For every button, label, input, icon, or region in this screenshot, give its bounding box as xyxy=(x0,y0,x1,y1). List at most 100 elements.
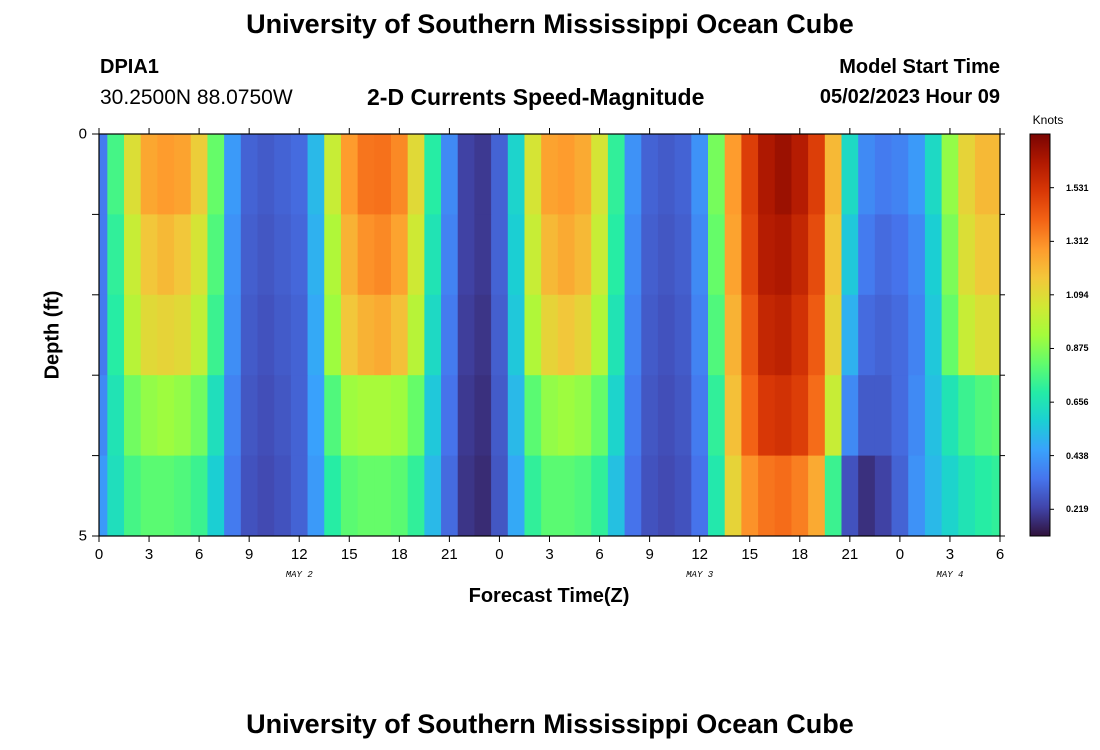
heatmap-cell xyxy=(190,375,208,456)
heatmap-cell xyxy=(641,214,659,296)
heatmap-cell xyxy=(307,375,325,456)
heatmap-cell xyxy=(824,375,842,456)
heatmap-cell xyxy=(607,455,625,537)
heatmap-cell xyxy=(908,294,926,376)
heatmap-cell xyxy=(641,134,659,215)
heatmap-cell xyxy=(290,294,308,376)
x-tick-label: 0 xyxy=(895,546,905,563)
x-tick-label: 6 xyxy=(194,546,204,563)
heatmap-cell xyxy=(99,375,108,456)
heatmap-cell xyxy=(741,375,759,456)
heatmap-cell xyxy=(157,294,175,376)
heatmap-cell xyxy=(891,375,909,456)
heatmap-cell xyxy=(290,134,308,215)
heatmap-cell xyxy=(424,214,442,296)
heatmap-cell xyxy=(357,134,375,215)
heatmap-cell xyxy=(941,214,959,296)
heatmap-cell xyxy=(774,294,792,376)
heatmap-cell xyxy=(674,375,692,456)
heatmap-cell xyxy=(290,214,308,296)
heatmap-cell xyxy=(874,294,892,376)
heatmap-cell xyxy=(457,134,475,215)
heatmap-cell xyxy=(724,455,742,537)
heatmap-cell xyxy=(274,375,292,456)
heatmap-cell xyxy=(874,375,892,456)
heatmap-cell xyxy=(340,134,359,215)
day-label: MAY 3 xyxy=(686,570,714,580)
x-tick-label: 18 xyxy=(791,546,809,563)
y-tick-label: 0 xyxy=(78,125,87,143)
heatmap-cells xyxy=(99,134,1001,537)
heatmap-cell xyxy=(407,294,425,376)
heatmap-cell xyxy=(891,214,909,296)
heatmap-cell xyxy=(441,455,459,537)
heatmap-cell xyxy=(641,294,659,376)
axis-ticks xyxy=(92,128,1005,542)
heatmap-cell xyxy=(891,455,909,537)
heatmap-cell xyxy=(591,294,609,376)
heatmap-cell xyxy=(240,134,258,215)
heatmap-cell xyxy=(824,134,842,215)
heatmap-cell xyxy=(841,294,859,376)
heatmap-cell xyxy=(991,455,1001,537)
heatmap-cell xyxy=(891,294,909,376)
heatmap-cell xyxy=(99,455,108,537)
heatmap-cell xyxy=(441,134,459,215)
heatmap-cell xyxy=(374,455,392,537)
colorbar-unit: Knots xyxy=(1032,113,1064,127)
day-label: MAY 4 xyxy=(936,570,964,580)
heatmap-cell xyxy=(674,214,692,296)
heatmap-cell xyxy=(791,375,809,456)
heatmap-cell xyxy=(808,375,826,456)
heatmap-cell xyxy=(991,134,1001,215)
heatmap-cell xyxy=(390,455,409,537)
heatmap-cell xyxy=(491,214,509,296)
heatmap-cell xyxy=(808,294,826,376)
heatmap-cell xyxy=(324,214,342,296)
heatmap-cell xyxy=(958,294,976,376)
heatmap-cell xyxy=(841,455,859,537)
heatmap-cell xyxy=(140,294,158,376)
heatmap-cell xyxy=(874,214,892,296)
heatmap-cell xyxy=(407,134,425,215)
heatmap-cell xyxy=(758,294,776,376)
heatmap-cell xyxy=(908,375,926,456)
heatmap-cell xyxy=(407,375,425,456)
heatmap-cell xyxy=(541,214,559,296)
heatmap-cell xyxy=(374,375,392,456)
heatmap-cell xyxy=(691,375,709,456)
heatmap-cell xyxy=(357,294,375,376)
heatmap-cell xyxy=(274,455,292,537)
heatmap-cell xyxy=(240,455,258,537)
heatmap-cell xyxy=(124,214,142,296)
heatmap-cell xyxy=(274,294,292,376)
heatmap-cell xyxy=(741,134,759,215)
heatmap-cell xyxy=(140,375,158,456)
model-start-label: Model Start Time xyxy=(839,56,1000,78)
heatmap-cell xyxy=(524,294,542,376)
heatmap-cell xyxy=(557,375,575,456)
heatmap-cell xyxy=(491,455,509,537)
heatmap-cell xyxy=(374,134,392,215)
heatmap-cell xyxy=(624,294,642,376)
heatmap-cell xyxy=(374,294,392,376)
heatmap-cell xyxy=(424,134,442,215)
heatmap-cell xyxy=(691,294,709,376)
heatmap-cell xyxy=(674,294,692,376)
heatmap-cell xyxy=(541,375,559,456)
x-axis-label: Forecast Time(Z) xyxy=(468,585,630,607)
colorbar-tick-label: 0.875 xyxy=(1066,343,1089,354)
heatmap-cell xyxy=(708,294,726,376)
heatmap-cell xyxy=(324,134,342,215)
heatmap-cell xyxy=(591,134,609,215)
heatmap-cell xyxy=(841,214,859,296)
heatmap-cell xyxy=(891,134,909,215)
heatmap-cell xyxy=(107,455,125,537)
heatmap-cell xyxy=(140,214,158,296)
heatmap-cell xyxy=(507,134,525,215)
heatmap-cell xyxy=(724,134,742,215)
colorbar-tick-label: 0.438 xyxy=(1066,450,1089,461)
heatmap-cell xyxy=(574,134,592,215)
heatmap-cell xyxy=(390,375,409,456)
heatmap-cell xyxy=(774,214,792,296)
